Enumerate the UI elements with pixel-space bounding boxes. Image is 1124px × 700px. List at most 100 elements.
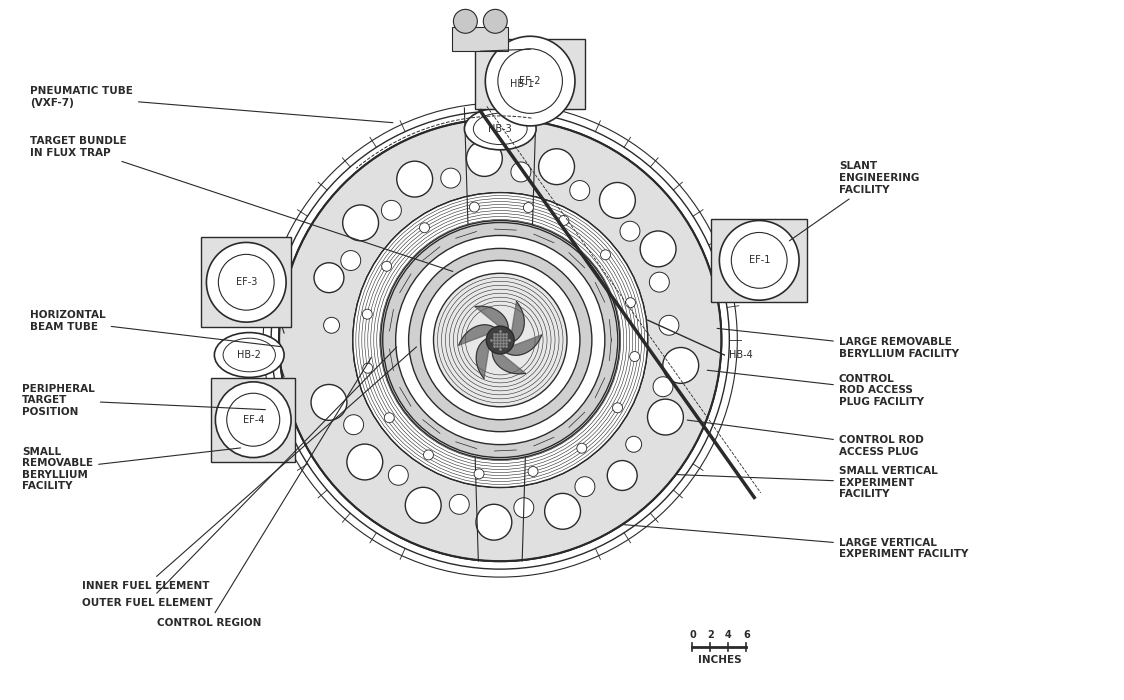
Bar (211, 378, 296, 461)
Polygon shape (475, 306, 508, 333)
Circle shape (409, 248, 592, 432)
Text: INCHES: INCHES (698, 654, 741, 665)
Circle shape (511, 162, 531, 182)
Circle shape (466, 141, 502, 176)
Circle shape (207, 242, 287, 322)
Circle shape (347, 444, 382, 480)
Text: PNEUMATIC TUBE
(VXF-7): PNEUMATIC TUBE (VXF-7) (30, 86, 393, 122)
Text: INNER FUEL ELEMENT: INNER FUEL ELEMENT (82, 347, 417, 591)
Polygon shape (492, 347, 526, 374)
Polygon shape (477, 337, 490, 379)
Circle shape (650, 272, 669, 292)
Text: EF-4: EF-4 (243, 414, 264, 425)
Circle shape (450, 494, 469, 514)
Text: SMALL
REMOVABLE
BERYLLIUM
FACILITY: SMALL REMOVABLE BERYLLIUM FACILITY (22, 447, 241, 491)
Polygon shape (510, 302, 524, 342)
Text: TARGET BUNDLE
IN FLUX TRAP: TARGET BUNDLE IN FLUX TRAP (30, 136, 453, 272)
Circle shape (397, 161, 433, 197)
Circle shape (420, 260, 580, 420)
Text: 2: 2 (707, 630, 714, 640)
Circle shape (570, 181, 590, 200)
Circle shape (719, 220, 799, 300)
Circle shape (538, 149, 574, 185)
Text: SMALL VERTICAL
EXPERIMENT
FACILITY: SMALL VERTICAL EXPERIMENT FACILITY (678, 466, 937, 499)
Circle shape (514, 498, 534, 518)
Circle shape (381, 200, 401, 220)
Circle shape (559, 216, 569, 225)
Text: EF-1: EF-1 (749, 256, 770, 265)
Circle shape (279, 119, 722, 561)
Circle shape (626, 436, 642, 452)
Circle shape (475, 504, 511, 540)
Circle shape (353, 193, 647, 487)
Circle shape (625, 298, 635, 308)
Circle shape (363, 363, 373, 373)
Text: SLANT
ENGINEERING
FACILITY: SLANT ENGINEERING FACILITY (789, 162, 919, 241)
Bar (201, 237, 291, 327)
Circle shape (607, 461, 637, 491)
Bar (453, 27, 508, 51)
Text: 6: 6 (743, 630, 750, 640)
Circle shape (659, 315, 679, 335)
Bar (711, 218, 807, 302)
Circle shape (341, 251, 361, 270)
Circle shape (406, 487, 441, 523)
Text: HB-1: HB-1 (510, 79, 534, 89)
Text: 4: 4 (725, 630, 732, 640)
Circle shape (620, 221, 640, 241)
Circle shape (382, 261, 391, 271)
Ellipse shape (215, 332, 284, 377)
Circle shape (362, 309, 372, 319)
Circle shape (528, 466, 538, 477)
Text: HB-2: HB-2 (237, 350, 261, 360)
Bar (475, 39, 584, 109)
Circle shape (599, 183, 635, 218)
Text: 0: 0 (689, 630, 696, 640)
Circle shape (343, 205, 379, 241)
Circle shape (629, 351, 640, 361)
Circle shape (311, 384, 347, 420)
Circle shape (653, 377, 673, 397)
Circle shape (470, 202, 479, 212)
Circle shape (545, 494, 580, 529)
Text: LARGE VERTICAL
EXPERIMENT FACILITY: LARGE VERTICAL EXPERIMENT FACILITY (623, 524, 968, 559)
Circle shape (663, 347, 699, 384)
Circle shape (324, 317, 339, 333)
Circle shape (641, 231, 676, 267)
Text: EF-3: EF-3 (236, 277, 257, 287)
Circle shape (314, 262, 344, 293)
Text: HORIZONTAL
BEAM TUBE: HORIZONTAL BEAM TUBE (30, 311, 281, 346)
Circle shape (216, 382, 291, 458)
Circle shape (381, 220, 619, 460)
Circle shape (600, 250, 610, 260)
Text: EF-2: EF-2 (519, 76, 541, 86)
Polygon shape (502, 335, 542, 356)
Polygon shape (459, 325, 498, 345)
Circle shape (434, 273, 566, 407)
Circle shape (344, 414, 363, 435)
Circle shape (453, 9, 478, 34)
Circle shape (486, 36, 575, 126)
Ellipse shape (464, 108, 536, 150)
Text: CONTROL
ROD ACCESS
PLUG FACILITY: CONTROL ROD ACCESS PLUG FACILITY (707, 370, 924, 407)
Text: CONTROL REGION: CONTROL REGION (156, 358, 371, 628)
Circle shape (577, 443, 587, 453)
Text: HB-3: HB-3 (488, 124, 513, 134)
Text: PERIPHERAL
TARGET
POSITION: PERIPHERAL TARGET POSITION (22, 384, 265, 416)
Text: OUTER FUEL ELEMENT: OUTER FUEL ELEMENT (82, 347, 397, 608)
Circle shape (483, 9, 507, 34)
Circle shape (575, 477, 595, 496)
Circle shape (474, 469, 484, 479)
Circle shape (353, 193, 647, 487)
Circle shape (441, 168, 461, 188)
Circle shape (389, 466, 408, 485)
Circle shape (424, 450, 434, 460)
Text: LARGE REMOVABLE
BERYLLIUM FACILITY: LARGE REMOVABLE BERYLLIUM FACILITY (717, 328, 959, 359)
Circle shape (384, 413, 395, 423)
Circle shape (524, 202, 534, 213)
Circle shape (647, 399, 683, 435)
Text: CONTROL ROD
ACCESS PLUG: CONTROL ROD ACCESS PLUG (687, 420, 924, 456)
Circle shape (396, 235, 605, 444)
Circle shape (419, 223, 429, 232)
Text: HB-4: HB-4 (729, 350, 753, 360)
